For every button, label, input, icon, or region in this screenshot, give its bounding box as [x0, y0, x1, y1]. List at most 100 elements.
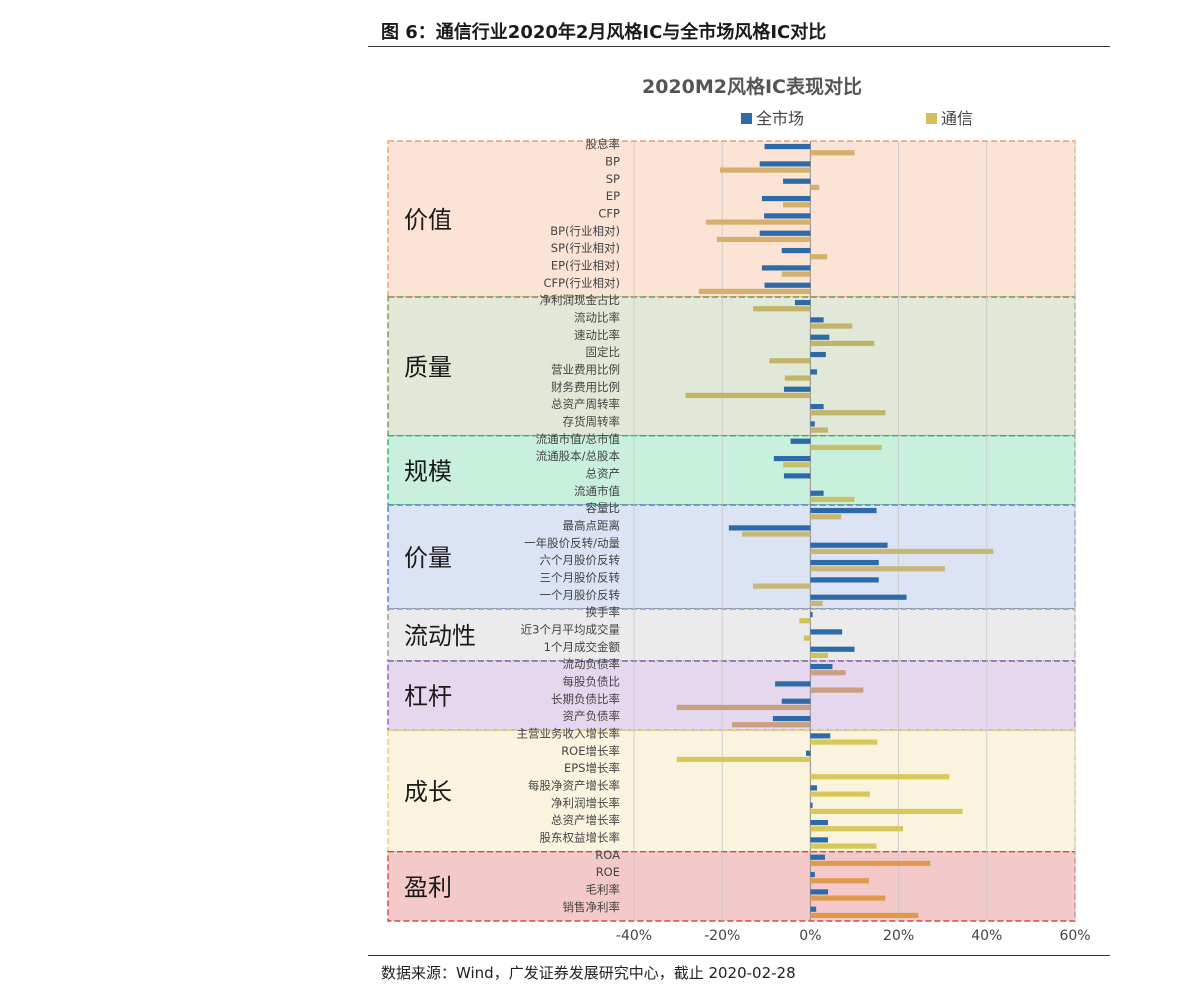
bar-market	[810, 334, 830, 340]
bar-telecom	[810, 843, 877, 849]
bar-market	[810, 507, 877, 514]
bar-market	[783, 386, 811, 392]
group-box-5	[387, 608, 1076, 662]
bar-market	[810, 594, 907, 600]
bar-telecom	[810, 895, 886, 901]
factor-label: 近3个月平均成交量	[521, 623, 620, 637]
bar-market	[775, 681, 811, 687]
bar-telecom	[783, 462, 811, 468]
bar-telecom	[810, 670, 846, 676]
bar-telecom	[810, 600, 823, 607]
factor-label: 换手率	[586, 605, 621, 619]
bar-telecom	[742, 531, 811, 537]
group-box-8	[387, 850, 1076, 922]
x-tick-label: -20%	[704, 928, 740, 944]
factor-label: 销售净利率	[563, 900, 621, 914]
chart-title: 2020M2风格IC表现对比	[642, 75, 862, 98]
bar-telecom	[810, 150, 855, 156]
bar-market	[728, 525, 811, 531]
bar-telecom	[810, 878, 870, 884]
title-rule	[368, 46, 1110, 47]
bar-market	[761, 265, 811, 271]
factor-label: 三个月股价反转	[540, 571, 621, 585]
legend-label-market: 全市场	[756, 109, 804, 128]
group-label-1: 价值	[404, 206, 452, 234]
bar-telecom	[784, 375, 811, 381]
bar-market	[810, 611, 813, 618]
figure-title: 图 6：通信行业2020年2月风格IC与全市场风格IC对比	[381, 22, 827, 43]
x-tick-label: 0%	[799, 928, 821, 944]
bar-market	[810, 559, 879, 566]
bar-telecom	[810, 496, 855, 503]
factor-label: 净利润增长率	[551, 796, 620, 810]
factor-label: 固定比	[586, 345, 621, 359]
group-label-5: 流动性	[404, 622, 476, 650]
factor-label: ROE	[596, 865, 620, 879]
factor-label: 总资产周转率	[551, 397, 620, 411]
group-box-2	[387, 296, 1076, 437]
factor-label: CFP(行业相对)	[543, 276, 620, 290]
bar-telecom	[810, 184, 820, 191]
bar-market	[810, 785, 818, 791]
bar-telecom	[676, 756, 811, 763]
source-rule	[368, 955, 1110, 956]
bar-telecom	[719, 167, 811, 173]
bar-market	[761, 195, 811, 202]
bar-market	[810, 889, 829, 895]
bar-market	[764, 282, 811, 288]
factor-label: 流通市值	[574, 484, 620, 498]
bar-telecom	[685, 392, 811, 399]
group-box-3	[387, 434, 1076, 506]
bar-telecom	[810, 410, 886, 416]
bar-market	[810, 421, 815, 427]
factor-label: SP	[606, 172, 620, 186]
legend-swatch-telecom	[926, 113, 937, 124]
group-label-8: 盈利	[404, 873, 452, 901]
bar-market	[810, 629, 843, 635]
factor-label: 股东权益增长率	[540, 831, 621, 845]
bar-telecom	[810, 808, 963, 815]
factor-label: 资产负债率	[563, 709, 621, 723]
group-box-1	[387, 140, 1076, 298]
legend-label-telecom: 通信	[941, 109, 973, 128]
bar-market	[810, 802, 813, 808]
bar-telecom	[810, 323, 853, 329]
bar-telecom	[810, 687, 864, 693]
x-tick-label: -40%	[616, 928, 652, 944]
bar-market	[810, 906, 817, 912]
bar-telecom	[799, 618, 811, 624]
bar-market	[810, 351, 826, 358]
bar-telecom	[810, 860, 931, 867]
factor-label: 流动比率	[574, 311, 620, 325]
bar-market	[794, 299, 811, 306]
group-label-3: 规模	[404, 457, 452, 485]
bar-market	[781, 698, 811, 704]
bar-market	[810, 403, 824, 410]
bar-telecom	[810, 340, 875, 347]
bar-market	[805, 750, 811, 756]
bar-market	[772, 715, 811, 722]
bar-market	[773, 455, 811, 462]
bar-market	[783, 178, 811, 184]
bar-telecom	[753, 583, 811, 589]
legend-swatch-market	[741, 113, 752, 124]
bar-market	[764, 213, 811, 219]
bar-telecom	[810, 791, 870, 797]
bar-telecom	[810, 774, 950, 780]
factor-label: ROE增长率	[561, 744, 620, 758]
factor-label: 总资产	[586, 467, 621, 481]
bar-telecom	[810, 548, 994, 555]
bar-telecom	[783, 202, 811, 208]
bar-telecom	[698, 288, 811, 295]
factor-label: 毛利率	[586, 883, 621, 897]
factor-label: 速动比率	[574, 328, 620, 342]
group-label-6: 杠杆	[404, 683, 452, 711]
factor-label: 1个月成交金额	[544, 640, 621, 654]
group-box-6	[387, 660, 1076, 732]
factor-label: 最高点距离	[563, 519, 621, 533]
source-note: 数据来源：Wind，广发证券发展研究中心，截止 2020-02-28	[381, 964, 796, 982]
x-tick-label: 60%	[1059, 928, 1090, 944]
factor-label: 每股净资产增长率	[528, 779, 620, 793]
factor-label: 长期负债比率	[551, 692, 620, 706]
